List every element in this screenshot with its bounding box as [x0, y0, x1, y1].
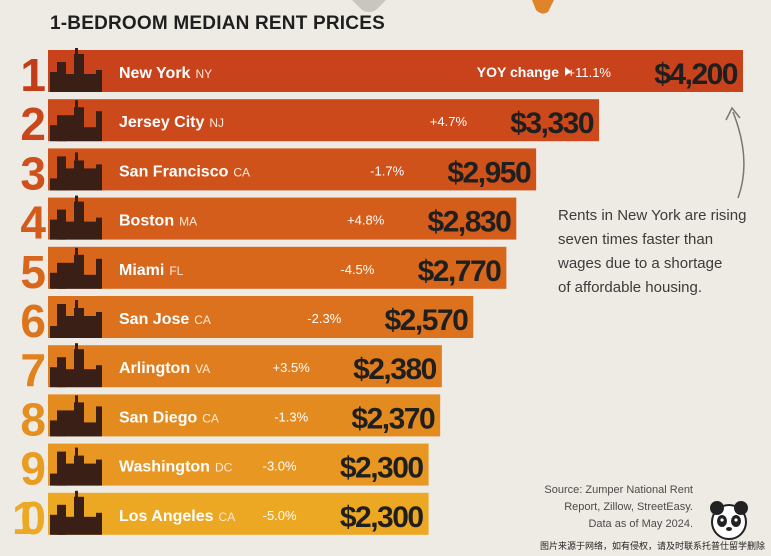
city-skyline-icon [50, 195, 102, 240]
state-label: VA [195, 362, 210, 376]
yoy-change-label: -5.0% [263, 508, 297, 523]
state-label: CA [194, 313, 211, 327]
yoy-change-title: YOY change [477, 64, 559, 80]
city-skyline-icon [50, 100, 102, 142]
value-label: $2,300 [340, 452, 424, 485]
city-skyline-icon [50, 300, 102, 338]
arrow-head-icon [725, 106, 741, 121]
source-line: Source: Zumper National Rent [544, 484, 693, 496]
rank-number: 10 [12, 492, 46, 544]
city-skyline-icon [50, 48, 102, 92]
value-label: $2,300 [340, 501, 424, 534]
source-line: Report, Zillow, StreetEasy. [564, 501, 693, 514]
state-label: CA [202, 411, 219, 425]
city-label: Miami FL [119, 262, 184, 279]
yoy-change-label: -3.0% [263, 459, 297, 474]
annotation-line: of affordable housing. [558, 279, 703, 296]
value-label: $2,770 [418, 255, 502, 288]
value-label: $3,330 [510, 107, 594, 140]
city-skyline-icon [50, 152, 102, 191]
rank-number: 4 [20, 197, 46, 249]
value-label: $2,370 [351, 402, 435, 435]
top-decoration-orange [532, 0, 554, 14]
value-label: $2,380 [353, 353, 437, 386]
bar [48, 50, 743, 92]
bar-row: 2 Jersey City NJ $3,330 +4.7% [20, 98, 600, 150]
bar-row: 5 Miami FL $2,770 -4.5% [20, 246, 507, 298]
annotation-line: Rents in New York are rising [558, 207, 747, 224]
yoy-change-label: -1.7% [370, 163, 404, 178]
chart-title: 1-BEDROOM MEDIAN RENT PRICES [50, 13, 385, 34]
city-label: Arlington VA [119, 360, 210, 377]
rank-number: 5 [20, 246, 46, 298]
city-label: Washington DC [119, 459, 233, 476]
bar-row: 8 San Diego CA $2,370 -1.3% [20, 393, 441, 445]
rank-number: 8 [20, 393, 46, 445]
rank-number: 3 [20, 147, 46, 199]
watermark-text: 图片来源于网络，如有侵权，请及时联系托普仕留学删除 [539, 542, 765, 552]
city-skyline-icon [50, 247, 102, 289]
value-label: $4,200 [654, 58, 738, 91]
city-label: San Francisco CA [119, 163, 250, 180]
yoy-change-label: +4.7% [430, 114, 468, 129]
rank-number: 6 [20, 295, 46, 347]
bar-row: 10 Los Angeles CA $2,300 -5.0% [12, 490, 429, 544]
state-label: CA [233, 165, 250, 179]
bar [48, 394, 441, 437]
yoy-change-label: -2.3% [307, 311, 341, 326]
bar [48, 246, 507, 289]
bar [48, 148, 537, 191]
bar-row: 9 Washington DC $2,300 -3.0% [20, 443, 429, 495]
annotation-arrow [732, 111, 745, 199]
state-label: NJ [209, 116, 224, 130]
city-skyline-icon [50, 447, 102, 486]
city-label: New York NY [119, 65, 212, 82]
panda-logo-icon [710, 501, 748, 540]
city-label: Jersey City NJ [119, 114, 224, 131]
bar-row: 4 Boston MA $2,830 +4.8% [20, 195, 517, 249]
yoy-change-label: -1.3% [274, 409, 308, 424]
rank-number: 1 [20, 49, 46, 101]
city-label: San Jose CA [119, 311, 211, 328]
state-label: MA [179, 215, 197, 229]
source-note: Source: Zumper National Rent Report, Zil… [544, 482, 693, 533]
source-line: Data as of May 2024. [588, 518, 693, 531]
city-label: San Diego CA [119, 409, 219, 426]
value-label: $2,570 [385, 304, 469, 337]
yoy-change-label: +3.5% [273, 360, 311, 375]
play-arrow-icon [565, 67, 571, 76]
rank-number: 2 [20, 98, 46, 150]
bar-row: 7 Arlington VA $2,380 +3.5% [20, 343, 442, 396]
state-label: FL [169, 264, 183, 278]
state-label: CA [219, 510, 236, 524]
new-york-annotation: Rents in New York are rising seven times… [558, 204, 748, 300]
state-label: NY [195, 67, 212, 81]
bar-row: 3 San Francisco CA $2,950 -1.7% [20, 147, 537, 199]
annotation-line: wages due to a shortage [558, 255, 723, 272]
state-label: DC [215, 461, 233, 475]
city-label: Boston MA [119, 213, 197, 230]
rank-number: 7 [20, 344, 46, 396]
rank-number: 9 [20, 443, 46, 495]
value-label: $2,830 [428, 206, 512, 239]
bar-row: 6 San Jose CA $2,570 -2.3% [20, 295, 474, 347]
top-decoration-gray [352, 0, 386, 12]
bar [48, 443, 429, 486]
bar [48, 197, 517, 240]
city-skyline-icon [50, 490, 102, 535]
annotation-line: seven times faster than [558, 231, 714, 248]
yoy-change-label: +11.1% [568, 65, 612, 80]
bar [48, 345, 442, 388]
bar [48, 296, 474, 338]
city-skyline-icon [50, 395, 102, 437]
city-label: Los Angeles CA [119, 508, 235, 525]
bar [48, 99, 600, 142]
city-skyline-icon [50, 343, 102, 388]
yoy-change-label: +4.8% [347, 213, 385, 228]
bar [48, 492, 429, 535]
yoy-change-label: -4.5% [340, 262, 374, 277]
value-label: $2,950 [447, 156, 531, 189]
bar-row: 1 New York NY $4,200 +11.1% YOY change [20, 48, 743, 101]
